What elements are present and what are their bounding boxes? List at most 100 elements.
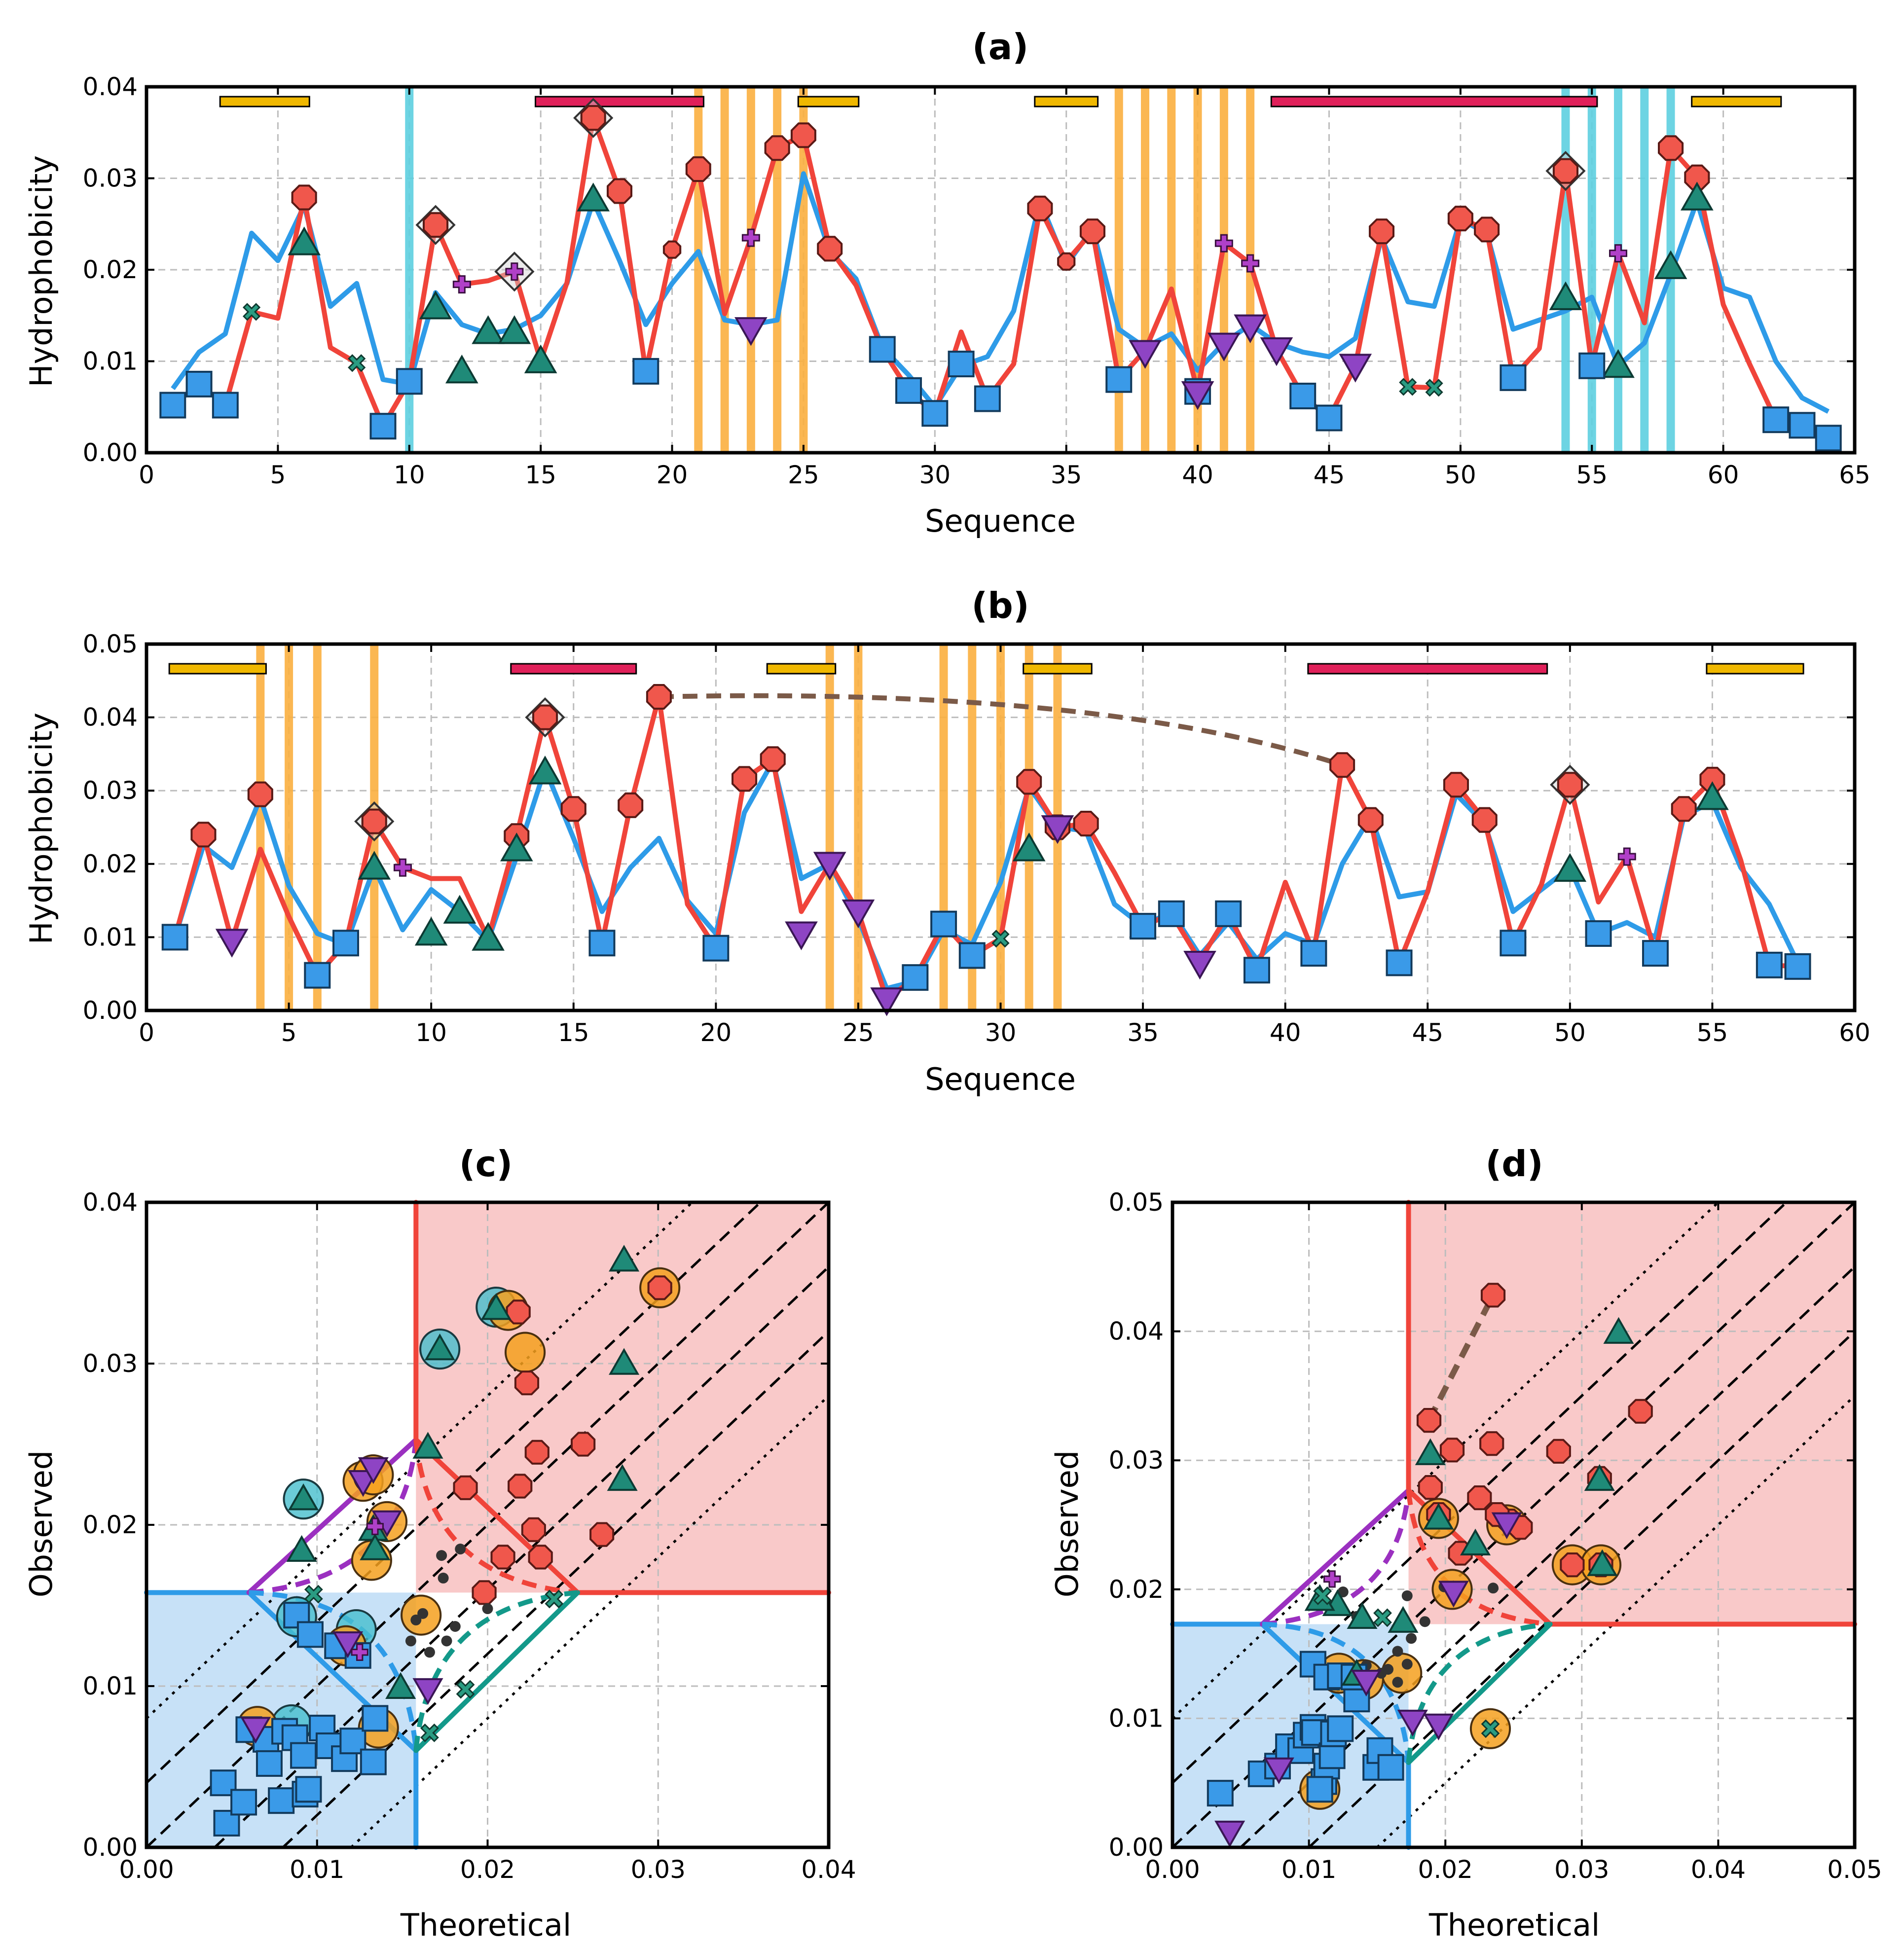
panel-b-marker-triangle_down bbox=[870, 987, 903, 1016]
panel-a-marker-square bbox=[869, 336, 896, 363]
panel-a-xtick-label: 45 bbox=[1314, 461, 1345, 489]
panel-c-point-square bbox=[296, 1621, 324, 1648]
panel-b-marker-circle bbox=[532, 704, 558, 730]
panel-d-ytick-label: 0.04 bbox=[1109, 1317, 1164, 1346]
panel-c-point-square bbox=[256, 1750, 283, 1777]
panel-c-point-circle bbox=[528, 1545, 553, 1570]
panel-a-marker-circle bbox=[1057, 252, 1076, 271]
panel-a-marker-triangle_down bbox=[1181, 381, 1214, 410]
panel-c-ytick-label: 0.04 bbox=[83, 1188, 138, 1217]
panel-b-marker-circle bbox=[247, 781, 273, 807]
panel-d-point-small_dot bbox=[1401, 1590, 1413, 1601]
panel-d-point-triangle bbox=[1347, 1602, 1378, 1629]
panel-c-point-small_dot bbox=[438, 1572, 449, 1584]
panel-a-marker-square bbox=[1762, 406, 1790, 433]
panel-b-marker-triangle bbox=[1553, 853, 1587, 882]
panel-d-point-circle bbox=[1418, 1475, 1443, 1500]
panel-b-xtick-label: 5 bbox=[281, 1018, 297, 1047]
panel-d-point-triangle_down bbox=[1263, 1757, 1294, 1785]
panel-c-point-triangle bbox=[424, 1333, 455, 1361]
panel-c-point-square bbox=[268, 1787, 295, 1814]
panel-a-marker-x bbox=[1425, 379, 1443, 397]
panel-c-point-square bbox=[230, 1789, 257, 1816]
panel-b-marker-plus bbox=[393, 858, 412, 877]
panel-d-point-small_dot bbox=[1406, 1633, 1417, 1644]
panel-c-point-triangle_down bbox=[240, 1717, 271, 1744]
panel-c-point-circle bbox=[453, 1475, 478, 1500]
panel-c-point-halo_orange bbox=[504, 1332, 546, 1373]
panel-a-marker-plus bbox=[452, 275, 471, 294]
panel-b-marker-square bbox=[1130, 913, 1157, 940]
panel-d-ytick-label: 0.01 bbox=[1109, 1704, 1164, 1732]
panel-c-point-triangle bbox=[480, 1293, 512, 1320]
panel-a-marker-square bbox=[159, 392, 186, 419]
panel-d-point-square bbox=[1207, 1780, 1234, 1807]
panel-b-ytick-label: 0.00 bbox=[83, 996, 138, 1025]
panel-a-ytick-label: 0.00 bbox=[83, 438, 138, 467]
panel-d-ytick-label: 0.03 bbox=[1109, 1446, 1164, 1475]
panel-a-marker-triangle bbox=[1680, 181, 1714, 211]
panel-b-marker-triangle bbox=[472, 922, 505, 951]
panel-b-marker-square bbox=[702, 935, 730, 962]
panel-a-marker-circle bbox=[817, 236, 843, 262]
panel-d-point-square bbox=[1327, 1715, 1354, 1742]
panel-c-xtick-label: 0.00 bbox=[119, 1855, 174, 1884]
panel-a-marker-square bbox=[1289, 382, 1317, 409]
panel-b-xtick-label: 15 bbox=[558, 1018, 589, 1047]
panel-a-marker-square bbox=[1815, 425, 1842, 452]
panel-d-point-triangle_down bbox=[1491, 1512, 1522, 1540]
panel-b-xtick-label: 35 bbox=[1127, 1018, 1159, 1047]
panel-b-xtick-label: 20 bbox=[700, 1018, 732, 1047]
panel-d-point-x bbox=[1313, 1586, 1332, 1605]
panel-a-marker-plus bbox=[1609, 244, 1628, 263]
panel-c-point-small_dot bbox=[436, 1550, 447, 1561]
panel-b-xtick-label: 45 bbox=[1412, 1018, 1443, 1047]
panel-c-diagonal-dotted-upper bbox=[146, 1201, 694, 1720]
panel-b-marker-plus bbox=[1617, 847, 1636, 866]
panel-a-xtick-label: 25 bbox=[788, 461, 819, 489]
panel-a-xtick-label: 5 bbox=[270, 461, 286, 489]
panel-d-xtick-label: 0.04 bbox=[1691, 1855, 1746, 1884]
panel-a-marker-square bbox=[974, 385, 1001, 412]
panel-a-marker-triangle bbox=[524, 344, 557, 373]
panel-d-point-square bbox=[1306, 1776, 1333, 1803]
panel-c-xtick-label: 0.04 bbox=[801, 1855, 856, 1884]
panel-c-point-small_dot bbox=[424, 1647, 435, 1658]
panel-d-point-small_dot bbox=[1392, 1646, 1403, 1657]
panel-d-point-x bbox=[1373, 1608, 1392, 1627]
panel-b-marker-square bbox=[161, 924, 188, 951]
panel-b-marker-triangle_down bbox=[1183, 950, 1216, 980]
panel-d-title: (d) bbox=[1485, 1143, 1543, 1185]
panel-b-marker-circle bbox=[1073, 811, 1099, 837]
panel-c-xtick-label: 0.02 bbox=[460, 1855, 515, 1884]
panel-c-point-plus bbox=[351, 1643, 368, 1661]
panel-a-xtick-label: 10 bbox=[394, 461, 425, 489]
panel-a-marker-triangle bbox=[288, 226, 321, 255]
panel-a-region-bar bbox=[797, 96, 860, 108]
panel-d-xtick-label: 0.05 bbox=[1827, 1855, 1882, 1884]
panel-a-xtick-label: 50 bbox=[1445, 461, 1476, 489]
panel-a-ytick-label: 0.02 bbox=[83, 255, 138, 284]
panel-c-point-small_dot bbox=[441, 1635, 452, 1647]
panel-b-marker-circle bbox=[560, 796, 586, 822]
panel-b-region-bar bbox=[1706, 663, 1804, 675]
panel-a-region-bar bbox=[534, 96, 704, 108]
panel-b-ytick-label: 0.01 bbox=[83, 923, 138, 951]
panel-b-marker-square bbox=[958, 942, 986, 969]
panel-a-series-observed bbox=[171, 115, 1830, 440]
panel-c-point-triangle_down bbox=[332, 1631, 364, 1658]
panel-a-marker-circle bbox=[1552, 158, 1578, 184]
panel-b-marker-triangle_down bbox=[785, 921, 818, 950]
panel-a-xtick-label: 55 bbox=[1576, 461, 1608, 489]
panel-b-marker-square bbox=[1642, 940, 1669, 967]
panel-b-ytick-label: 0.02 bbox=[83, 850, 138, 878]
panel-b-marker-triangle bbox=[528, 756, 562, 785]
panel-d-point-circle bbox=[1416, 1408, 1442, 1433]
panel-a-marker-circle bbox=[607, 178, 632, 204]
panel-b-xtick-label: 50 bbox=[1554, 1018, 1586, 1047]
panel-b-xtick-label: 30 bbox=[985, 1018, 1017, 1047]
panel-c-point-circle bbox=[508, 1474, 533, 1499]
panel-b-marker-triangle bbox=[1012, 832, 1046, 862]
panel-d-point-circle bbox=[1467, 1485, 1492, 1511]
panel-d-point-circle bbox=[1560, 1552, 1585, 1578]
